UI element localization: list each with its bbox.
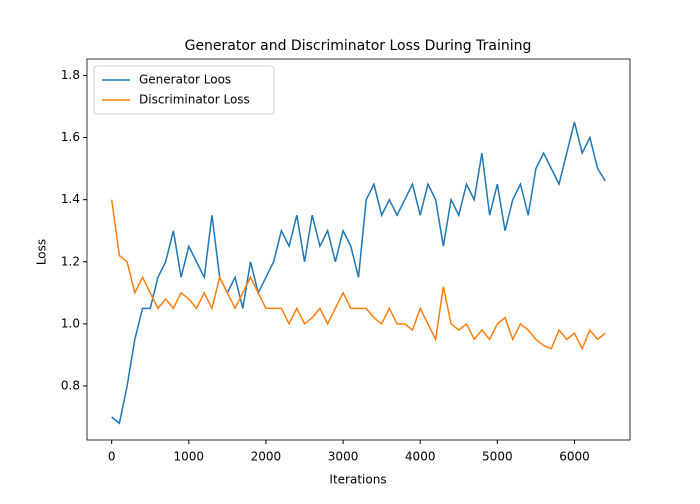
series-line (110, 199, 606, 351)
x-axis-label: Iterations (329, 473, 386, 487)
x-tick-label: 2000 (251, 450, 282, 464)
series-line (111, 121, 606, 425)
legend-box (93, 65, 275, 115)
x-tick-label: 3000 (328, 450, 359, 464)
x-tick-label: 1000 (174, 450, 205, 464)
y-axis-label: Loss (35, 239, 49, 265)
y-tick-label: 0.8 (61, 378, 80, 392)
x-tick-label: 5000 (482, 450, 513, 464)
y-tick-label: 1.6 (61, 130, 80, 144)
x-tick-label: 6000 (559, 450, 590, 464)
y-tick-label: 1.0 (61, 316, 80, 330)
plot-frame (86, 58, 631, 441)
y-tick-label: 1.4 (61, 192, 80, 206)
x-tick-label: 0 (108, 450, 116, 464)
legend-label: Generator Loos (139, 73, 231, 87)
y-tick-label: 1.2 (61, 254, 80, 268)
x-tick-label: 4000 (405, 450, 436, 464)
chart-title: Generator and Discriminator Loss During … (185, 38, 532, 54)
legend-label: Discriminator Loss (139, 93, 250, 107)
y-tick-label: 1.8 (61, 68, 80, 82)
